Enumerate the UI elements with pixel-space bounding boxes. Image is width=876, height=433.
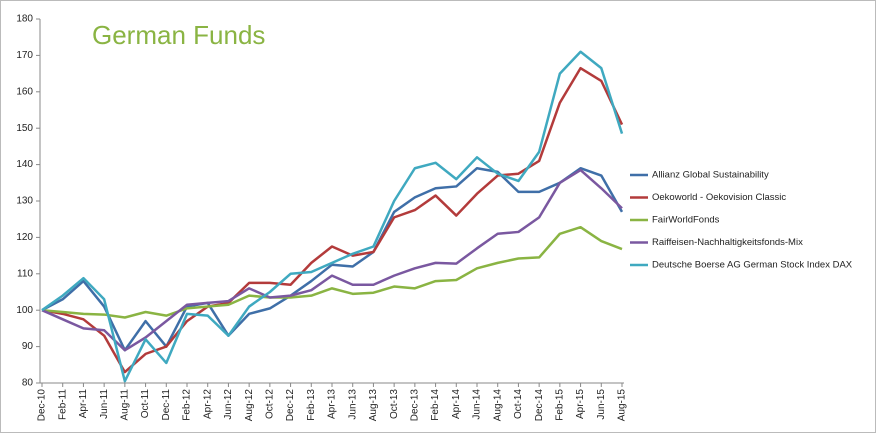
x-tick-label: Feb-14 (430, 389, 441, 421)
x-tick-label: Apr-14 (451, 389, 462, 419)
y-tick-label: 150 (16, 123, 33, 134)
chart-title: German Funds (92, 20, 265, 50)
x-tick-label: Jun-13 (347, 389, 358, 420)
y-tick-label: 80 (22, 378, 34, 389)
y-tick-label: 100 (16, 305, 33, 316)
x-tick-label: Apr-11 (78, 389, 89, 419)
x-tick-label: Oct-13 (389, 389, 400, 419)
x-tick-label: Aug-11 (119, 389, 130, 421)
y-tick-label: 110 (17, 268, 33, 279)
y-tick-label: 170 (16, 50, 33, 61)
x-tick-label: Apr-13 (327, 389, 338, 419)
x-tick-label: Oct-12 (264, 389, 275, 419)
legend-label: FairWorldFonds (652, 215, 720, 226)
y-tick-label: 120 (16, 232, 33, 243)
x-tick-label: Jun-11 (99, 389, 110, 419)
y-tick-label: 140 (16, 159, 33, 170)
x-tick-label: Dec-13 (409, 389, 420, 422)
x-tick-label: Jun-14 (472, 389, 483, 420)
x-tick-label: Dec-10 (37, 389, 48, 422)
series-line (41, 166, 624, 352)
x-tick-label: Oct-11 (140, 389, 151, 419)
series-line (41, 168, 623, 352)
series-line (41, 225, 623, 319)
x-tick-label: Jun-15 (596, 389, 607, 420)
legend-label: Deutsche Boerse AG German Stock Index DA… (652, 260, 853, 271)
x-tick-label: Apr-15 (575, 389, 586, 419)
y-tick-label: 160 (16, 86, 33, 97)
legend-label: Allianz Global Sustainability (652, 170, 769, 181)
x-tick-label: Aug-15 (617, 389, 628, 422)
legend-label: Raiffeisen-Nachhaltigkeitsfonds-Mix (652, 237, 803, 248)
y-tick-label: 130 (16, 196, 33, 207)
x-tick-label: Dec-14 (534, 389, 545, 422)
x-tick-label: Feb-15 (554, 389, 565, 421)
x-tick-label: Aug-13 (368, 389, 379, 422)
x-tick-label: Feb-11 (57, 389, 68, 420)
x-tick-label: Dec-11 (161, 389, 172, 421)
x-tick-label: Feb-12 (182, 389, 193, 421)
series-line (41, 50, 624, 383)
y-tick-label: 180 (16, 14, 33, 25)
x-tick-label: Apr-12 (202, 389, 213, 419)
x-tick-label: Feb-13 (306, 389, 317, 421)
y-tick-label: 90 (22, 341, 34, 352)
x-tick-label: Aug-12 (244, 389, 255, 422)
legend-label: Oekoworld - Oekovision Classic (652, 192, 786, 203)
x-tick-label: Aug-14 (492, 389, 503, 422)
x-tick-label: Oct-14 (513, 389, 524, 419)
x-tick-label: Jun-12 (223, 389, 234, 420)
x-tick-label: Dec-12 (285, 389, 296, 422)
